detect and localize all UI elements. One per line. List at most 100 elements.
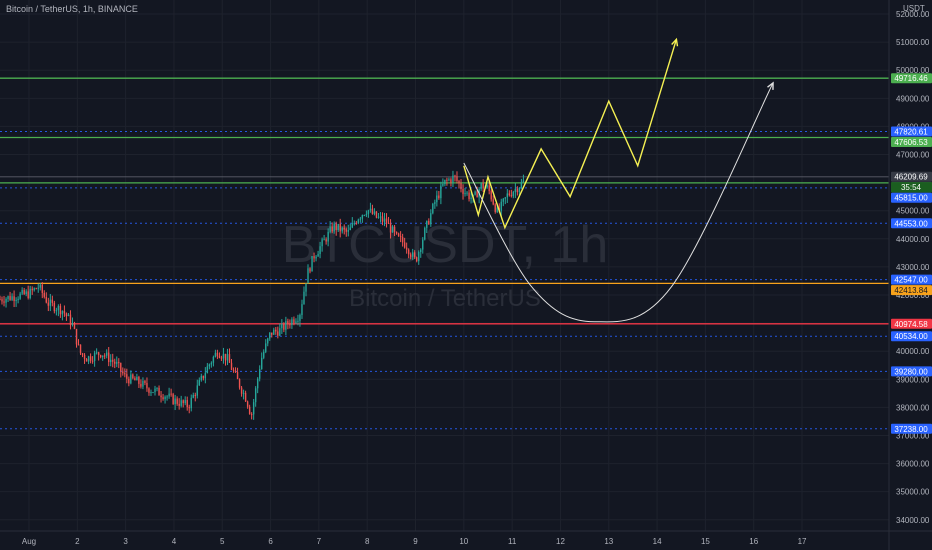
candle-body <box>369 208 372 211</box>
candle-body <box>172 394 174 405</box>
candle-body <box>224 353 227 361</box>
price-tick-label: 44000.00 <box>896 235 930 244</box>
time-tick-label: 16 <box>749 537 758 546</box>
candle-body <box>319 246 321 254</box>
candle-body <box>55 310 58 312</box>
candle-body <box>63 310 66 314</box>
candle-body <box>355 223 358 225</box>
candle-body <box>263 351 265 358</box>
candle-body <box>325 239 327 242</box>
candle-body <box>327 231 329 242</box>
price-label-box <box>891 331 932 342</box>
time-tick-label: 13 <box>604 537 613 546</box>
candle-body <box>500 201 502 211</box>
time-axis[interactable]: Aug 2 3 4 5 6 7 8 9 10 11 12 13 14 15 16 17 <box>22 537 807 546</box>
price-label-box <box>891 171 932 182</box>
candle-body <box>313 256 315 259</box>
candle-body <box>236 372 239 380</box>
candle-body <box>180 400 182 406</box>
candle-body <box>105 352 108 356</box>
projection-arrowhead <box>767 81 774 90</box>
time-tick-label: 15 <box>701 537 710 546</box>
candle-body <box>377 217 380 219</box>
candle-body <box>426 220 428 228</box>
candle-body <box>512 192 515 197</box>
candle-body <box>438 195 440 199</box>
candle-body <box>307 268 309 284</box>
candle-body <box>365 214 368 216</box>
candle-body <box>428 220 430 225</box>
price-label-text: 44553.00 <box>894 219 928 228</box>
candle-body <box>77 344 80 346</box>
candle-body <box>287 321 289 325</box>
candle-body <box>496 207 498 212</box>
candle-body <box>146 382 148 389</box>
candle-body <box>462 189 464 194</box>
candle-body <box>144 381 146 383</box>
price-label-text: 49716.46 <box>894 74 928 83</box>
candle-body <box>71 322 74 326</box>
candle-body <box>39 284 41 288</box>
candle-body <box>200 375 203 381</box>
candle-body <box>9 296 11 300</box>
candle-body <box>176 398 178 404</box>
candle-body <box>321 239 323 247</box>
candle-body <box>258 369 261 379</box>
candle-body <box>238 379 241 388</box>
candle-body <box>53 302 56 312</box>
candle-body <box>490 190 492 200</box>
time-tick-label: 12 <box>556 537 565 546</box>
candle-body <box>317 253 319 257</box>
candle-body <box>57 305 60 311</box>
candle-body <box>436 195 438 203</box>
countdown-box <box>891 182 932 193</box>
time-tick-label: 10 <box>459 537 468 546</box>
candle-body <box>126 374 128 379</box>
price-tick-label: 52000.00 <box>896 10 930 19</box>
candle-body <box>353 223 356 225</box>
candle-body <box>349 227 351 231</box>
candle-body <box>494 204 496 212</box>
candle-body <box>188 407 190 409</box>
candle-body <box>446 179 448 181</box>
candle-body <box>405 247 408 250</box>
candle-body <box>75 328 78 345</box>
candle-body <box>97 352 100 356</box>
candle-body <box>460 183 462 190</box>
candle-body <box>375 211 378 218</box>
candle-body <box>69 314 72 326</box>
candle-body <box>128 378 130 384</box>
candle-body <box>518 187 521 193</box>
candle-body <box>379 216 382 218</box>
candle-body <box>351 223 354 228</box>
candle-body <box>112 359 114 362</box>
candle-body <box>265 343 267 352</box>
price-tick-label: 49000.00 <box>896 94 930 103</box>
candle-body <box>504 197 507 199</box>
price-label-text: 37238.00 <box>894 425 928 434</box>
candle-body <box>192 395 194 398</box>
price-label-box <box>891 192 932 203</box>
candle-body <box>87 356 90 362</box>
candle-body <box>452 175 454 183</box>
candle-body <box>5 298 7 303</box>
candle-body <box>29 288 31 299</box>
watermark-symbol: BTCUSDT, 1h <box>282 216 609 274</box>
candle-body <box>359 218 362 220</box>
candle-body <box>27 291 29 299</box>
candle-body <box>246 401 249 407</box>
price-label-box <box>891 136 932 147</box>
candle-body <box>240 387 243 394</box>
candle-body <box>101 355 104 358</box>
price-label-box <box>891 126 932 137</box>
candle-body <box>416 257 418 262</box>
candle-body <box>383 218 386 222</box>
candle-body <box>85 359 88 362</box>
candle-body <box>333 223 335 232</box>
candle-body <box>339 223 341 232</box>
candle-body <box>311 256 313 272</box>
candle-body <box>345 229 347 232</box>
candle-body <box>108 352 110 363</box>
